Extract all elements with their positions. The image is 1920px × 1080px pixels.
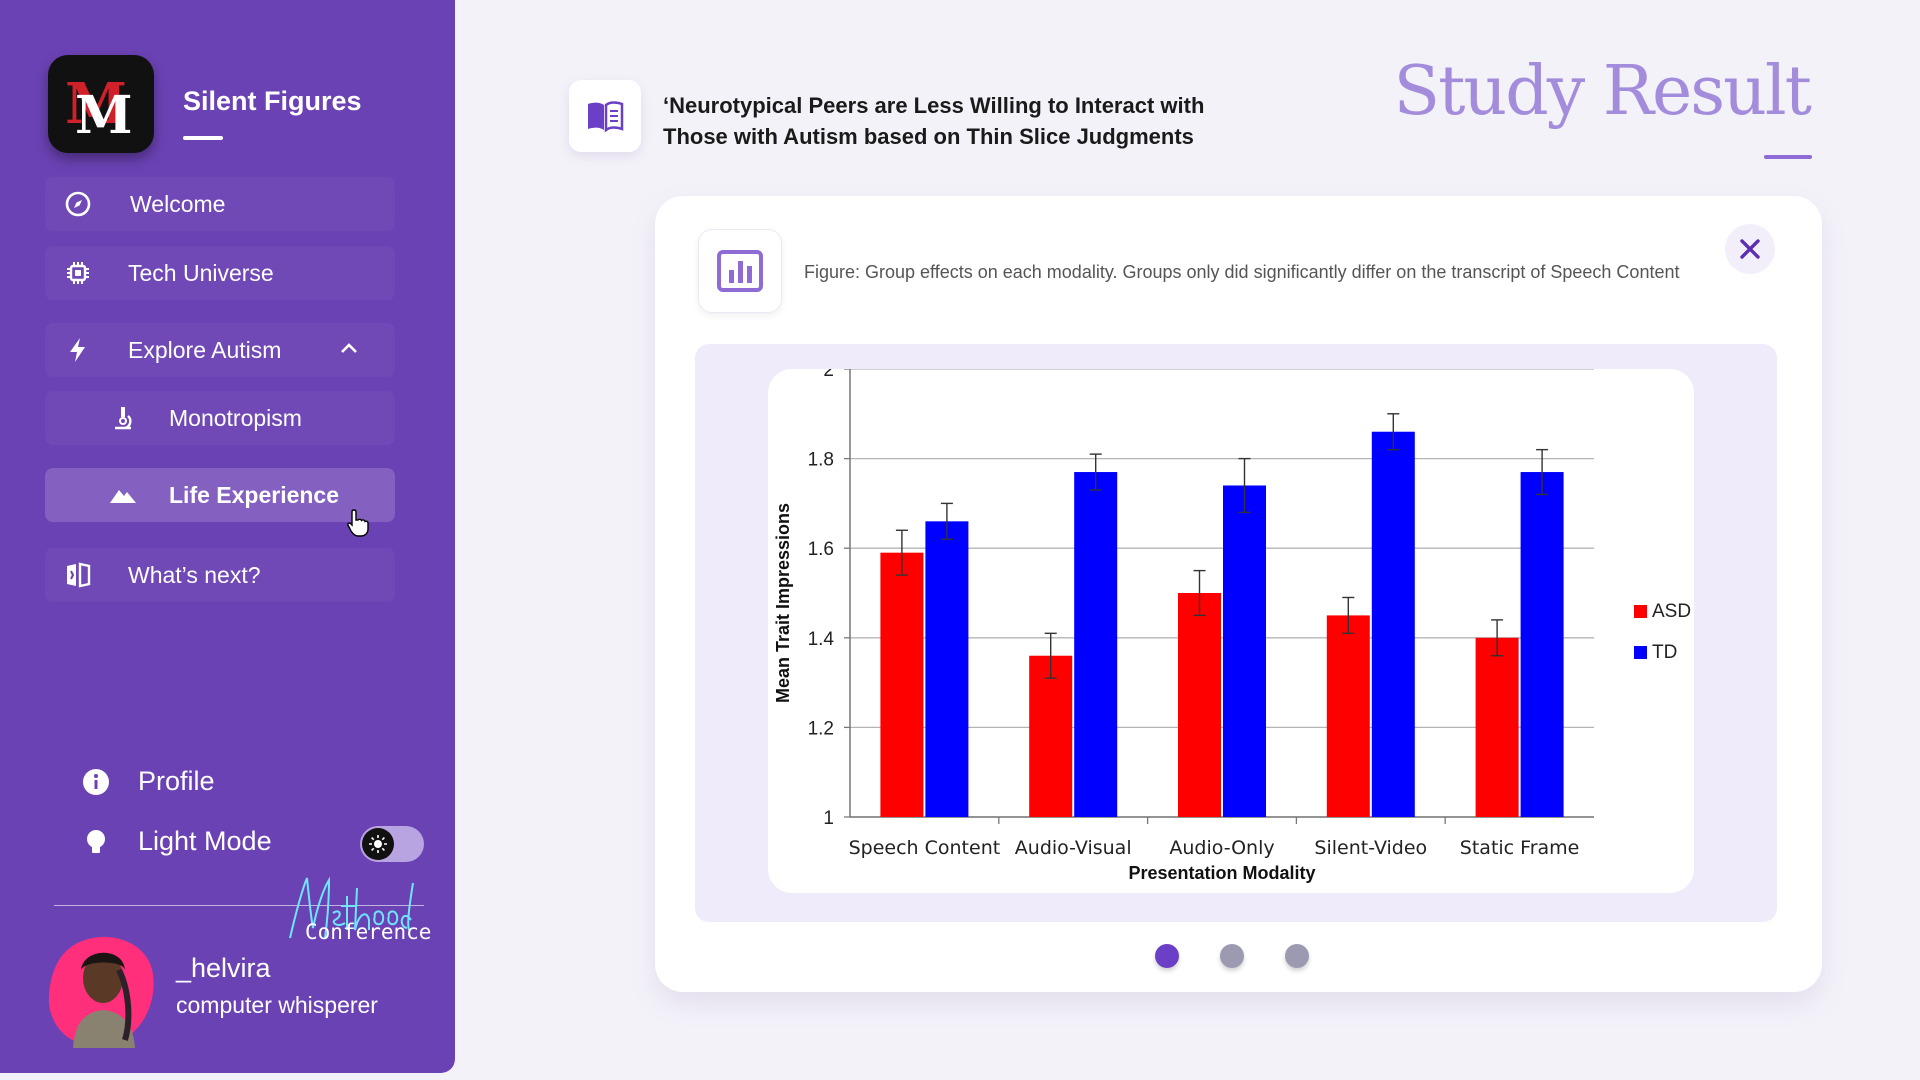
paper-icon-card	[569, 80, 641, 152]
figure-caption: Figure: Group effects on each modality. …	[804, 262, 1680, 282]
mountain-icon	[108, 480, 138, 510]
light-mode-row: Light Mode	[82, 826, 272, 857]
figure-card: Figure: Group effects on each modality. …	[655, 196, 1822, 992]
carousel-dot-1[interactable]	[1155, 944, 1179, 968]
sidebar-item-label: Explore Autism	[128, 336, 282, 363]
sidebar-item-label: Tech Universe	[128, 259, 274, 286]
profile-link[interactable]: Profile	[82, 766, 215, 797]
title-underline	[1764, 155, 1812, 159]
sidebar-item-label: Life Experience	[169, 481, 340, 508]
microscope-icon	[108, 403, 138, 433]
close-button[interactable]	[1725, 224, 1775, 274]
paper-title: ‘Neurotypical Peers are Less Willing to …	[663, 93, 1205, 149]
x-tick-label: Audio-Visual	[1015, 837, 1132, 859]
lightbulb-icon	[87, 829, 105, 853]
carousel-dots	[1155, 944, 1325, 972]
chip-icon	[63, 258, 93, 288]
book-split-icon	[63, 560, 93, 590]
y-tick-label: 2	[823, 369, 834, 381]
y-tick-label: 1.4	[808, 629, 835, 650]
sidebar-item-explore-autism[interactable]: Explore Autism	[45, 323, 395, 377]
sidebar-item-welcome[interactable]: Welcome	[45, 177, 395, 231]
chevron-up-icon[interactable]	[337, 337, 361, 361]
bar-td	[1520, 472, 1564, 817]
bar-chart: 1 1.2 1.4 1.6 1.8 2 Speech Content Audio-Visual…	[773, 369, 1691, 883]
sidebar-item-whats-next[interactable]: What’s next?	[45, 548, 395, 602]
bar-td	[925, 521, 969, 817]
bar-td	[1371, 431, 1415, 817]
bar-chart-icon	[717, 250, 763, 292]
svg-text:M: M	[75, 85, 133, 137]
bar-asd	[880, 552, 924, 817]
bar-asd	[1029, 655, 1073, 817]
bar-td	[1223, 485, 1266, 817]
method-signature-logo	[289, 876, 414, 939]
y-tick-label: 1.8	[808, 450, 834, 471]
y-tick-label: 1.6	[808, 539, 834, 560]
svg-text:M: M	[65, 71, 127, 137]
sidebar-item-tech-universe[interactable]: Tech Universe	[45, 246, 395, 300]
sidebar-item-monotropism[interactable]: Monotropism	[45, 391, 395, 445]
toggle-knob	[362, 828, 394, 860]
bar-asd	[1178, 593, 1221, 817]
legend-label: TD	[1652, 642, 1677, 663]
pointer-hand-icon	[347, 509, 369, 537]
logo-icon: M M	[65, 71, 133, 137]
legend-label: ASD	[1652, 601, 1691, 622]
profile-label: Profile	[138, 766, 215, 796]
sidebar-item-label: What’s next?	[128, 561, 261, 588]
bar-asd	[1326, 615, 1370, 817]
compass-icon	[63, 189, 93, 219]
lightning-icon	[63, 335, 93, 365]
x-tick-label: Silent-Video	[1314, 837, 1427, 859]
sidebar-item-label: Welcome	[130, 190, 226, 217]
close-icon	[1740, 239, 1760, 259]
user-avatar[interactable]	[45, 930, 157, 1048]
x-tick-label: Audio-Only	[1169, 837, 1274, 859]
chart-icon-card	[698, 229, 782, 313]
y-tick-label: 1	[823, 808, 834, 829]
x-axis-label: Presentation Modality	[1128, 863, 1315, 883]
chart-container: 1 1.2 1.4 1.6 1.8 2 Speech Content Audio-Visual…	[768, 369, 1694, 893]
page-title: Study Result	[1393, 52, 1812, 131]
brand-underline	[183, 136, 223, 140]
x-tick-label: Speech Content	[849, 837, 1001, 859]
signature-text: Conference	[305, 920, 432, 944]
chart-background: 1 1.2 1.4 1.6 1.8 2 Speech Content Audio-Visual…	[695, 344, 1777, 922]
user-role: computer whisperer	[176, 992, 378, 1018]
brand-name: Silent Figures	[183, 86, 362, 116]
sidebar-item-label: Monotropism	[169, 404, 302, 431]
app-logo[interactable]: M M	[48, 55, 154, 153]
sidebar: M M Silent Figures Welcome Tech Universe…	[0, 0, 455, 1073]
bar-td	[1074, 472, 1118, 817]
y-tick-label: 1.2	[808, 718, 834, 739]
legend-swatch-td	[1634, 646, 1647, 659]
carousel-dot-3[interactable]	[1285, 944, 1309, 968]
sidebar-item-life-experience[interactable]: Life Experience	[45, 468, 395, 522]
light-mode-label: Light Mode	[138, 826, 272, 856]
x-tick-label: Static Frame	[1460, 837, 1580, 859]
open-book-icon	[588, 101, 624, 133]
y-axis-label: Mean Trait Impressions	[773, 503, 793, 703]
sidebar-divider	[54, 905, 424, 906]
carousel-dot-2[interactable]	[1220, 944, 1244, 968]
light-mode-toggle[interactable]	[360, 826, 424, 862]
sun-icon	[369, 835, 387, 853]
info-icon	[83, 768, 109, 795]
legend-swatch-asd	[1634, 605, 1647, 618]
user-name: _helvira	[176, 953, 271, 983]
bar-asd	[1475, 637, 1519, 817]
